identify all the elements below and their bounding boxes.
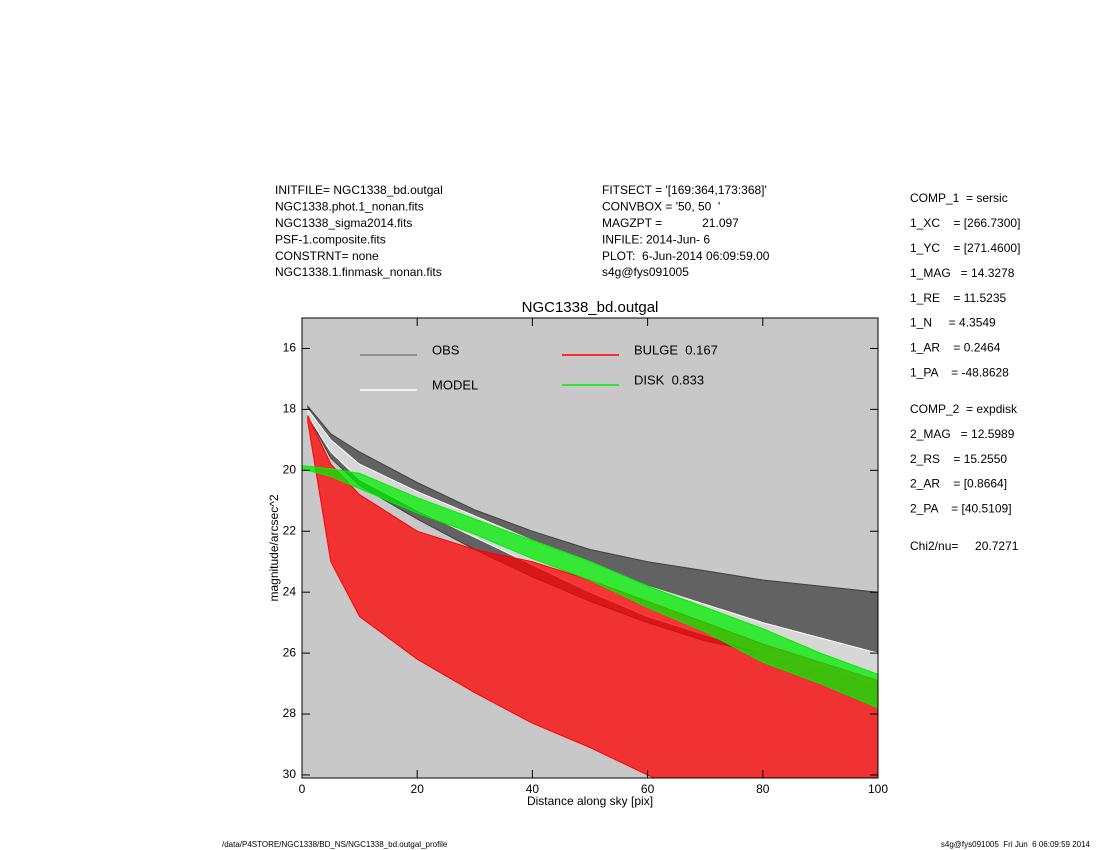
chart-title: NGC1338_bd.outgal — [522, 299, 659, 316]
x-tick-label: 0 — [299, 782, 306, 796]
data-band — [307, 415, 878, 778]
x-tick-label: 40 — [526, 782, 540, 796]
x-tick-label: 60 — [641, 782, 655, 796]
header-left-line: NGC1338_sigma2014.fits — [275, 216, 412, 230]
legend-label: DISK 0.833 — [634, 372, 704, 387]
y-tick-label: 28 — [283, 706, 297, 720]
x-tick-label: 100 — [868, 782, 888, 796]
param-line: 1_YC = [271.4600] — [910, 241, 1020, 255]
param-line: 1_AR = 0.2464 — [910, 341, 1001, 355]
param-line: 1_PA = -48.8628 — [910, 365, 1009, 379]
x-tick-label: 80 — [756, 782, 770, 796]
data-layer — [302, 404, 878, 778]
header-left-line: INITFILE= NGC1338_bd.outgal — [275, 183, 443, 197]
param-line: 1_RE = 11.5235 — [910, 291, 1007, 305]
footer-left: /data/P4STORE/NGC1338/BD_NS/NGC1338_bd.o… — [222, 840, 448, 849]
footer-right: s4g@fys091005 Fri Jun 6 06:09:59 2014 — [941, 840, 1091, 849]
axes: 0 20 40 60 80 100 16 18 20 22 24 26 28 30 — [283, 318, 888, 796]
plot-frame — [301, 317, 879, 779]
legend-label: OBS — [432, 342, 460, 357]
x-axis-label: Distance along sky [pix] — [527, 794, 653, 808]
param-line: COMP_1 = sersic — [910, 191, 1008, 205]
y-tick-label: 20 — [283, 462, 297, 476]
param-line: 2_AR = [0.8664] — [910, 477, 1007, 491]
chi2: Chi2/nu= 20.7271 — [910, 539, 1019, 553]
y-tick-label: 18 — [283, 402, 297, 416]
y-tick-label: 26 — [283, 645, 297, 659]
param-line: 1_MAG = 14.3278 — [910, 266, 1015, 280]
y-tick-label: 30 — [283, 767, 297, 781]
param-line: 2_RS = 15.2550 — [910, 452, 1007, 466]
param-line: COMP_2 = expdisk — [910, 402, 1018, 416]
header-middle-line: CONVBOX = '50, 50 ' — [602, 200, 720, 214]
header: INITFILE= NGC1338_bd.outgal NGC1338.phot.… — [275, 183, 1020, 515]
data-band — [302, 465, 878, 709]
y-tick-label: 24 — [283, 584, 297, 598]
header-left-line: NGC1338.phot.1_nonan.fits — [275, 200, 424, 214]
header-middle-line: s4g@fys091005 — [602, 265, 689, 279]
param-line: 2_PA = [40.5109] — [910, 501, 1012, 515]
param-line: 2_MAG = 12.5989 — [910, 427, 1015, 441]
y-tick-label: 22 — [283, 523, 297, 537]
legend-label: BULGE 0.167 — [634, 342, 718, 357]
param-line: 1_N = 4.3549 — [910, 316, 996, 330]
x-tick-label: 20 — [411, 782, 425, 796]
header-middle-line: MAGZPT = 21.097 — [602, 216, 739, 230]
y-axis-label: magnitude/arcsec^2 — [267, 494, 281, 601]
param-line: 1_XC = [266.7300] — [910, 216, 1020, 230]
y-tick-label: 16 — [283, 341, 297, 355]
header-middle-line: INFILE: 2014-Jun- 6 — [602, 232, 710, 246]
header-left-line: PSF-1.composite.fits — [275, 232, 386, 246]
header-middle-line: FITSECT = '[169:364,173:368]' — [602, 183, 767, 197]
legend-label: MODEL — [432, 377, 478, 392]
header-left-line: CONSTRNT= none — [275, 249, 379, 263]
header-middle-line: PLOT: 6-Jun-2014 06:09:59.00 — [602, 249, 770, 263]
header-left-line: NGC1338.1.finmask_nonan.fits — [275, 265, 442, 279]
